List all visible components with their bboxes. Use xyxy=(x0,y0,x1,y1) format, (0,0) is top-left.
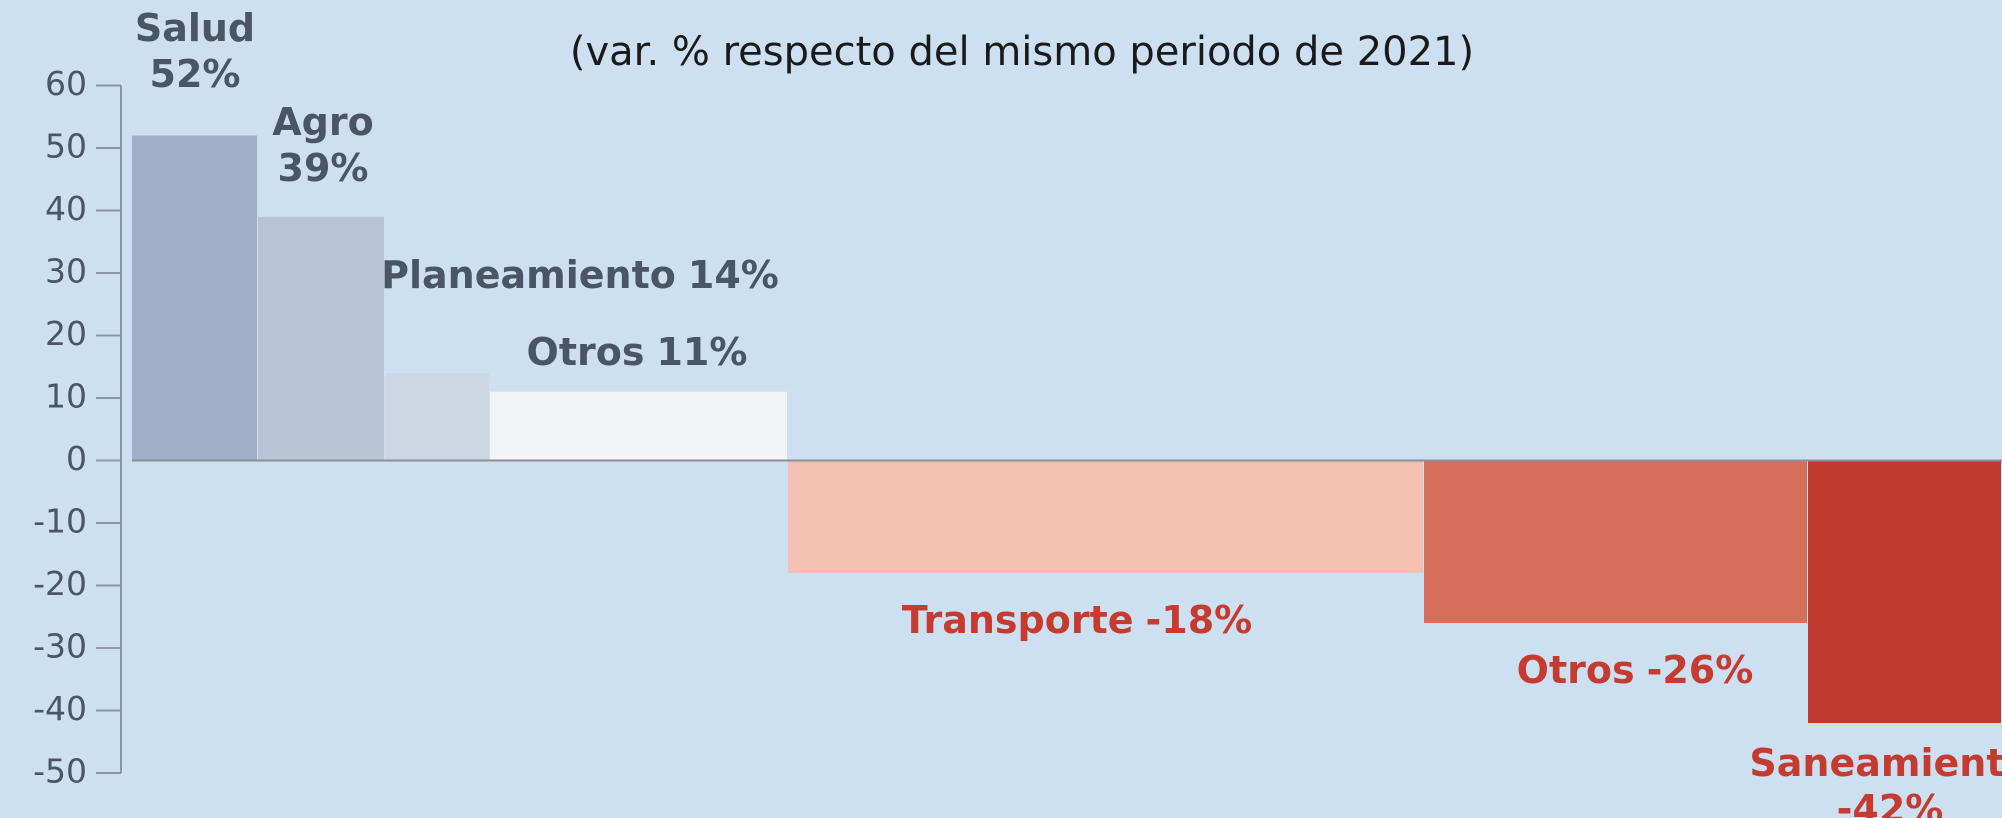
category-label: Agro xyxy=(272,100,373,144)
bar-label: Transporte -18% xyxy=(902,598,1253,642)
y-tick-label: 0 xyxy=(66,439,87,478)
y-tick-label: 30 xyxy=(45,252,87,291)
y-tick-label: -30 xyxy=(33,627,87,666)
bar xyxy=(1808,460,2001,723)
bar-label: Planeamiento 14% xyxy=(381,253,779,297)
y-tick-label: -20 xyxy=(33,564,87,603)
bar-label: Otros 11% xyxy=(527,330,748,374)
y-tick-label: 10 xyxy=(45,377,87,416)
bar xyxy=(788,460,1423,573)
bar xyxy=(490,391,787,461)
y-tick-label: -10 xyxy=(33,502,87,541)
y-tick-label: 60 xyxy=(45,64,87,103)
value-label: 14% xyxy=(688,253,779,297)
bar xyxy=(385,373,489,461)
bar-label: Agro 39% xyxy=(272,100,373,190)
bar xyxy=(1424,460,1807,623)
bar xyxy=(258,216,384,461)
category-label: Otros xyxy=(1517,648,1635,692)
category-label: Salud xyxy=(135,6,255,50)
bar-label: Otros -26% xyxy=(1517,648,1754,692)
value-label: -42% xyxy=(1837,787,1944,818)
bar-label: Salud 52% xyxy=(135,6,255,96)
value-label: 11% xyxy=(656,330,747,374)
category-label: Saneamiento xyxy=(1749,741,2002,785)
category-label: Transporte xyxy=(902,598,1134,642)
y-tick-label: -40 xyxy=(33,689,87,728)
chart-title: (var. % respecto del mismo periodo de 20… xyxy=(570,29,1474,75)
bar-label: Saneamiento-42% xyxy=(1749,741,2002,818)
value-label: -26% xyxy=(1647,648,1754,692)
value-label: -18% xyxy=(1146,598,1253,642)
bar xyxy=(132,135,257,461)
y-tick-label: 50 xyxy=(45,127,87,166)
y-tick-label: -50 xyxy=(33,752,87,791)
y-tick-label: 40 xyxy=(45,189,87,228)
category-label: Otros xyxy=(527,330,645,374)
y-tick-label: 20 xyxy=(45,314,87,353)
category-label: Planeamiento xyxy=(381,253,676,297)
value-label: 39% xyxy=(278,146,369,190)
value-label: 52% xyxy=(150,52,241,96)
